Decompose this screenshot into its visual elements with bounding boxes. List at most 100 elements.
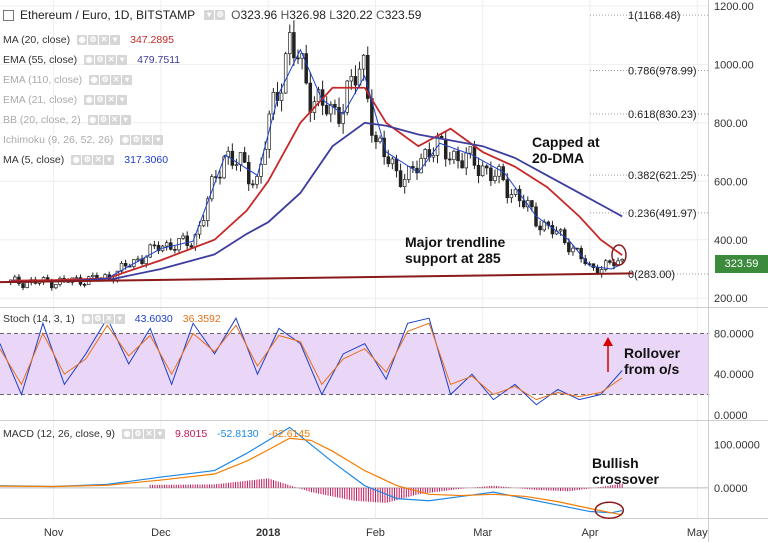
- trendline: [0, 272, 633, 284]
- time-axis-label: 2018: [256, 527, 280, 539]
- candle-body: [341, 111, 345, 124]
- candle-body: [407, 165, 411, 180]
- candle-body: [25, 281, 29, 288]
- candle-body: [521, 200, 526, 208]
- macd-line: [0, 426, 623, 514]
- price-axis-label: 800.00: [714, 118, 748, 130]
- candle-body: [423, 149, 427, 159]
- candle-body: [308, 82, 313, 113]
- candle-body: [263, 148, 267, 165]
- candle-body: [480, 165, 485, 177]
- candle-body: [288, 32, 292, 55]
- candle-body: [386, 156, 391, 165]
- candle-body: [251, 183, 255, 186]
- candle-body: [378, 137, 382, 143]
- legend-value: 479.7511: [137, 54, 181, 66]
- legend-buttons[interactable]: ◉ ⚙ ✕ ▾: [84, 95, 128, 105]
- annotation-rollover: Rollover from o/s: [624, 345, 681, 377]
- candle-body: [382, 137, 386, 158]
- ohlc-values: O323.96 H326.98 L320.22 C323.59: [231, 8, 422, 22]
- candle-body: [345, 80, 349, 113]
- legend-row: MA (20, close) ◉ ⚙ ✕ ▾ 347.2895: [3, 34, 174, 46]
- candle-body: [374, 135, 378, 143]
- collapse-icon[interactable]: [3, 9, 14, 21]
- candle-body: [456, 150, 460, 162]
- legend-buttons[interactable]: ◉ ⚙ ✕ ▾: [120, 135, 164, 145]
- candle-body: [526, 200, 530, 208]
- macd-signal-value: -62.6145: [268, 428, 311, 440]
- candle-body: [173, 249, 177, 251]
- stoch-k-line: [0, 317, 623, 406]
- candle-body: [493, 175, 497, 181]
- legend-name: EMA (55, close): [3, 54, 78, 66]
- candle-body: [234, 164, 239, 166]
- candle-body: [591, 263, 596, 268]
- legend-value: 317.3060: [124, 154, 169, 166]
- chart-header: Ethereum / Euro, 1D, BITSTAMP ▾ ⚙ O323.96…: [3, 8, 421, 22]
- candle-body: [333, 103, 337, 108]
- legend-name: EMA (21, close): [3, 94, 78, 106]
- legend-buttons[interactable]: ◉ ⚙ ✕ ▾: [71, 155, 115, 165]
- candle-body: [464, 152, 468, 169]
- price-axis-label: 1000.00: [714, 59, 754, 71]
- stoch-axis-label: 0.0000: [714, 410, 748, 422]
- candle-body: [201, 220, 206, 227]
- legend-buttons[interactable]: ◉ ⚙ ✕ ▾: [77, 35, 121, 45]
- candle-body: [411, 165, 415, 169]
- candle-body: [119, 262, 124, 272]
- candle-body: [431, 154, 436, 158]
- candle-body: [353, 76, 358, 86]
- highlight-circle: [611, 244, 627, 266]
- annotation-trendline: Major trendline support at 285: [405, 234, 506, 266]
- time-axis-label: Feb: [366, 527, 385, 539]
- candle-body: [329, 103, 333, 115]
- macd-axis-label: 0.0000: [714, 483, 748, 495]
- candle-body: [558, 229, 563, 232]
- stoch-k-value: 43.6030: [134, 313, 173, 325]
- fib-level-label: 1(1168.48): [628, 10, 680, 22]
- candle-body: [292, 32, 296, 59]
- candle-body: [485, 165, 489, 169]
- legend-row: MA (5, close) ◉ ⚙ ✕ ▾ 317.3060: [3, 154, 168, 166]
- crossover-circle: [594, 501, 625, 519]
- stoch-legend: Stoch (14, 3, 1) ◉ ⚙ ✕ ▾ 43.6030 36.3592: [3, 313, 221, 325]
- candle-body: [296, 57, 300, 60]
- price-axis-label: 200.00: [714, 293, 748, 305]
- ma20-line: [10, 86, 623, 282]
- candle-body: [21, 283, 25, 288]
- candle-body: [156, 244, 161, 252]
- macd-axis-label: 100.0000: [714, 440, 760, 452]
- price-axis-label: 1200.00: [714, 1, 754, 13]
- legend-buttons[interactable]: ◉ ⚙ ✕ ▾: [89, 75, 133, 85]
- macd-buttons[interactable]: ◉ ⚙ ✕ ▾: [122, 429, 166, 439]
- header-buttons[interactable]: ▾ ⚙: [204, 10, 226, 20]
- stoch-d-value: 36.3592: [182, 313, 221, 325]
- settings-icon: ⚙: [215, 10, 226, 20]
- candle-body: [567, 242, 571, 253]
- candle-body: [608, 260, 612, 263]
- macd-signal-line: [0, 437, 623, 516]
- legend-value: 347.2895: [130, 34, 174, 46]
- legend-buttons[interactable]: ◉ ⚙ ✕ ▾: [87, 115, 131, 125]
- candle-body: [218, 176, 222, 179]
- fib-level-label: 0.786(978.99): [628, 65, 697, 77]
- legend-name: MA (20, close): [3, 34, 71, 46]
- legend-buttons[interactable]: ◉ ⚙ ✕ ▾: [84, 55, 128, 65]
- candle-body: [74, 277, 79, 279]
- candle-body: [255, 176, 259, 185]
- candle-body: [164, 242, 169, 247]
- candle-body: [181, 235, 185, 239]
- candle-body: [324, 104, 329, 115]
- candle-body: [530, 200, 534, 208]
- rollover-arrow-head: [603, 337, 613, 346]
- candle-body: [242, 152, 247, 163]
- candle-body: [489, 167, 493, 181]
- candle-body: [538, 225, 542, 231]
- fib-level-label: 0.236(491.97): [628, 208, 697, 220]
- time-axis-label: Apr: [581, 527, 598, 539]
- candle-body: [513, 188, 518, 195]
- candle-body: [91, 274, 95, 278]
- stoch-buttons[interactable]: ◉ ⚙ ✕ ▾: [81, 314, 125, 324]
- candle-body: [205, 198, 210, 221]
